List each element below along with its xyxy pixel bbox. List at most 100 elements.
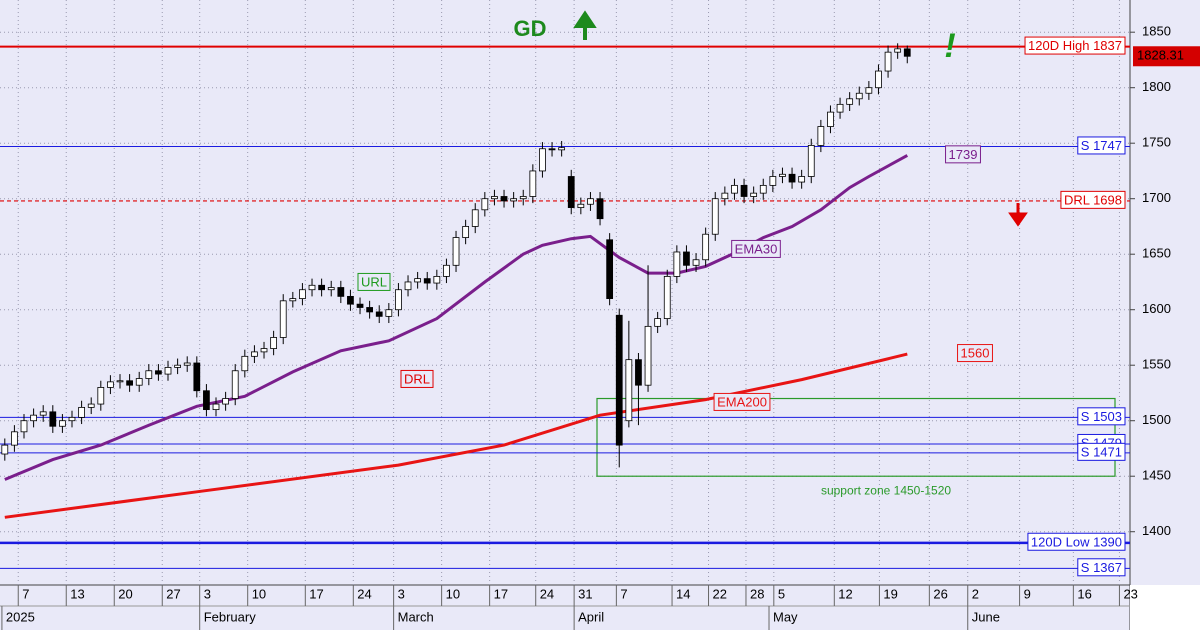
x-tick-label: 9 — [1024, 586, 1031, 601]
level-label: S 1367 — [1081, 560, 1122, 575]
x-tick-label: 10 — [252, 586, 266, 601]
candle-body — [270, 337, 277, 349]
x-tick-label: 27 — [166, 586, 180, 601]
candle-body — [491, 196, 498, 200]
zone-label: support zone 1450-1520 — [821, 483, 951, 497]
candle-body — [788, 173, 796, 183]
ema-line — [4, 352, 908, 519]
candle-body — [471, 209, 479, 227]
candle-body — [894, 48, 902, 53]
series-end-value: 1560 — [961, 346, 990, 361]
candle-body — [49, 411, 57, 427]
signal-label: GD — [514, 16, 547, 41]
candle-body — [740, 184, 748, 197]
candle-body — [615, 314, 623, 446]
candle-body — [59, 420, 66, 427]
x-tick-label: 16 — [1077, 586, 1091, 601]
candle-body — [279, 300, 287, 338]
y-tick-label: 1400 — [1142, 523, 1171, 538]
candle-body — [395, 289, 402, 311]
candle-body — [337, 287, 345, 297]
series-name-box — [713, 392, 771, 411]
drl-label-box — [400, 369, 434, 388]
candle-body — [510, 198, 518, 202]
x-tick-label: 28 — [750, 586, 764, 601]
candle-body — [529, 170, 537, 197]
candle-body — [827, 111, 834, 127]
candle-body — [203, 390, 210, 411]
x-tick-label: 13 — [70, 586, 84, 601]
plot — [0, 43, 1130, 569]
candle-body — [375, 311, 383, 317]
candle-body — [404, 281, 412, 291]
x-tick-label: 3 — [398, 586, 405, 601]
candle-body — [577, 203, 585, 208]
candle-body — [155, 370, 162, 375]
x-tick-label: 26 — [933, 586, 947, 601]
candle-body — [750, 192, 758, 197]
candle-body — [289, 298, 297, 302]
level-label: S 1747 — [1081, 138, 1122, 153]
candle-body — [68, 416, 76, 422]
candle-body — [423, 278, 431, 284]
candle-body — [817, 126, 825, 146]
candle-body — [452, 237, 460, 266]
level-label: 120D High 1837 — [1028, 38, 1122, 53]
x-tick-label: 3 — [204, 586, 211, 601]
candle-body — [366, 307, 374, 313]
candle-body — [519, 196, 527, 200]
x-tick-label: 7 — [620, 586, 627, 601]
candle-body — [865, 87, 873, 94]
y-tick-label: 1700 — [1142, 190, 1171, 205]
candle-body — [807, 145, 815, 177]
y-tick-label: 1750 — [1142, 135, 1171, 150]
candle-body — [702, 233, 710, 261]
candle-body — [500, 196, 508, 202]
candle-body — [1, 444, 9, 455]
level-label: S 1471 — [1081, 444, 1122, 459]
x-tick-label: 10 — [446, 586, 460, 601]
x-tick-label: 31 — [578, 586, 592, 601]
level-label: DRL 1698 — [1064, 192, 1122, 207]
candle-body — [903, 48, 911, 57]
y-tick-label: 1600 — [1142, 301, 1171, 316]
candle-body — [299, 289, 306, 300]
level-label-box — [1077, 407, 1126, 426]
candle-body — [855, 92, 863, 100]
candle-body — [193, 362, 201, 392]
candle-body — [798, 176, 806, 183]
y-tick-label: 1850 — [1142, 24, 1171, 39]
candle-body — [308, 284, 316, 291]
candle-body — [385, 309, 393, 317]
candle-body — [20, 420, 28, 433]
candle-body — [11, 431, 18, 446]
x-tick-label: 23 — [1123, 586, 1137, 601]
x-tick-label: 14 — [676, 586, 690, 601]
y-tick-label: 1550 — [1142, 357, 1171, 372]
level-label-box — [1060, 190, 1126, 209]
level-label-box — [1077, 558, 1126, 577]
candle-body — [721, 192, 729, 200]
candle-body — [692, 259, 700, 266]
month-label: April — [578, 609, 604, 624]
candle-body — [558, 147, 566, 151]
x-tick-label: 17 — [309, 586, 323, 601]
candle-body — [539, 148, 546, 172]
level-label-box — [1077, 136, 1126, 155]
candle-body — [481, 198, 489, 211]
x-tick-label: 24 — [357, 586, 371, 601]
candle-body — [135, 378, 143, 386]
candle-body — [97, 387, 105, 405]
candle-body — [126, 380, 133, 386]
up-arrow — [573, 10, 597, 40]
drl-label: DRL — [404, 371, 430, 386]
candle-body — [116, 380, 124, 383]
candle-body — [711, 198, 719, 235]
level-label: 120D Low 1390 — [1031, 534, 1122, 549]
candle-body — [759, 184, 767, 194]
candle-body — [87, 403, 95, 408]
candle-body — [606, 239, 614, 300]
candle-body — [884, 51, 892, 72]
